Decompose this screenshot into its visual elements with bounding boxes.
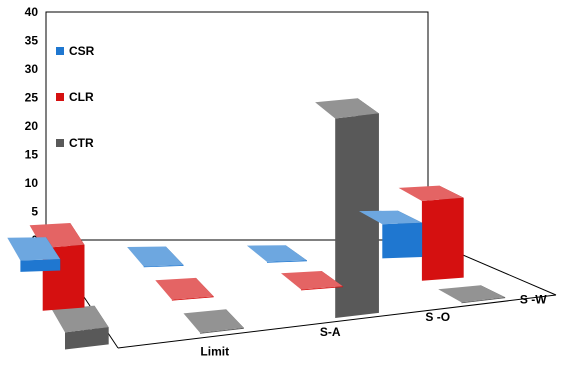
legend-label: CTR: [69, 136, 94, 150]
bar-csr-2: [246, 245, 307, 263]
bar-csr-3: [359, 210, 423, 259]
bars: [7, 98, 506, 350]
y-tick-label: 5: [31, 205, 38, 219]
y-tick-label: 20: [25, 119, 39, 133]
bar-csr-0: [7, 237, 61, 272]
legend-label: CSR: [69, 44, 95, 58]
bar-ctr-2: [315, 98, 379, 319]
bar-clr-3: [398, 185, 464, 281]
category-label: S -O: [425, 310, 450, 324]
y-tick-label: 25: [25, 91, 39, 105]
y-tick-label: 30: [25, 62, 39, 76]
x-axis-ticks: Limit S-A S -O S -W: [200, 293, 547, 359]
y-tick-label: 15: [25, 148, 39, 162]
legend: CSR CLR CTR: [56, 44, 95, 150]
y-tick-label: 35: [25, 34, 39, 48]
bar-ctr-1: [183, 309, 244, 334]
legend-swatch: [56, 139, 64, 147]
category-label: S -W: [520, 293, 547, 307]
legend-swatch: [56, 93, 64, 101]
category-label: S-A: [320, 325, 341, 339]
y-tick-label: 40: [25, 5, 39, 19]
y-axis-ticks: 0510152025303540: [25, 5, 39, 247]
bar-clr-1: [155, 277, 214, 301]
bar-ctr-0: [51, 305, 109, 350]
y-tick-label: 10: [25, 176, 39, 190]
bar-clr-2: [281, 271, 343, 291]
category-label: Limit: [200, 344, 229, 358]
legend-label: CLR: [69, 90, 94, 104]
bar-ctr-3: [438, 285, 506, 304]
bar-csr-1: [127, 246, 184, 268]
legend-swatch: [56, 47, 64, 55]
chart-frame: [45, 11, 557, 349]
